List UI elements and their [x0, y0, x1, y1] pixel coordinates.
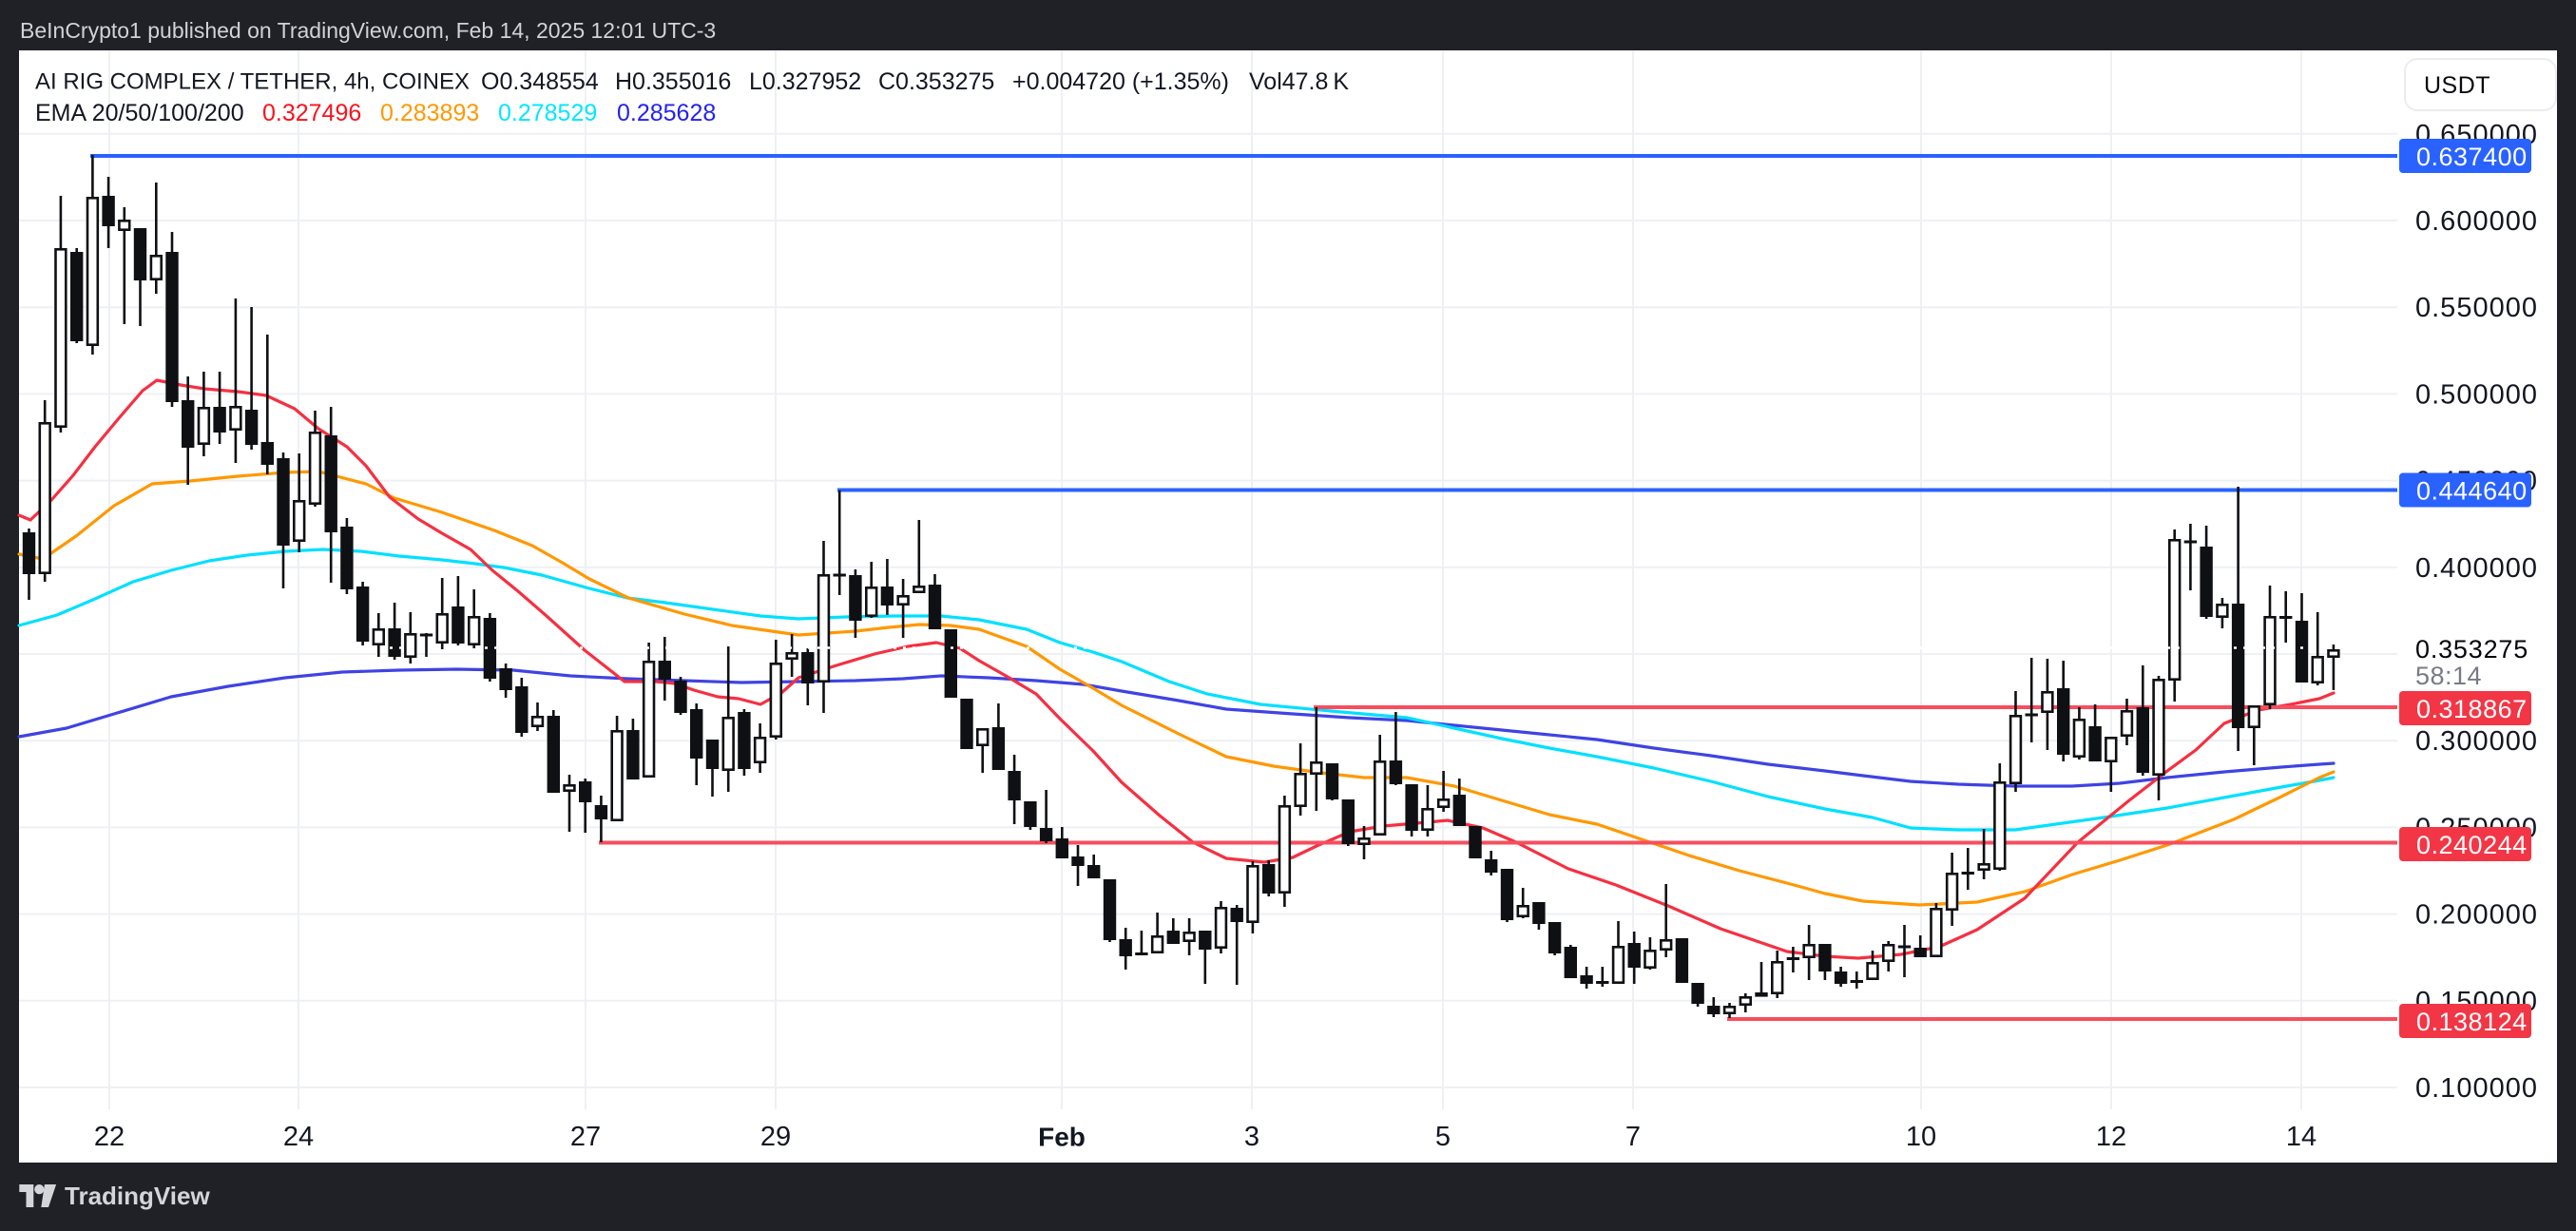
svg-text:0.327496: 0.327496 [262, 100, 361, 126]
svg-text:0.100000: 0.100000 [2415, 1073, 2538, 1104]
svg-text:29: 29 [760, 1122, 791, 1152]
svg-text:O0.348554: O0.348554 [481, 68, 599, 95]
svg-text:BeInCrypto1 published on Tradi: BeInCrypto1 published on TradingView.com… [20, 18, 716, 43]
svg-text:24: 24 [283, 1122, 314, 1152]
svg-text:H0.355016: H0.355016 [615, 68, 731, 95]
svg-text:12: 12 [2096, 1122, 2126, 1152]
svg-text:27: 27 [570, 1122, 601, 1152]
svg-text:22: 22 [94, 1122, 125, 1152]
svg-text:USDT: USDT [2424, 72, 2490, 99]
svg-text:0.600000: 0.600000 [2415, 206, 2538, 237]
svg-text:10: 10 [1906, 1122, 1936, 1152]
svg-text:Feb: Feb [1038, 1123, 1086, 1152]
svg-text:0.318867: 0.318867 [2416, 695, 2528, 723]
svg-text:0.637400: 0.637400 [2416, 143, 2528, 171]
svg-text:3: 3 [1244, 1122, 1259, 1152]
svg-text:0.300000: 0.300000 [2415, 726, 2538, 757]
svg-text:TradingView: TradingView [65, 1182, 210, 1210]
svg-text:58:14: 58:14 [2415, 662, 2482, 690]
svg-text:0.400000: 0.400000 [2415, 553, 2538, 584]
svg-text:Vol47.8 K: Vol47.8 K [1249, 68, 1349, 95]
svg-text:0.283893: 0.283893 [380, 100, 479, 126]
svg-text:0.500000: 0.500000 [2415, 379, 2538, 410]
svg-text:+0.004720 (+1.35%): +0.004720 (+1.35%) [1012, 68, 1229, 95]
svg-text:14: 14 [2286, 1122, 2316, 1152]
svg-text:0.285628: 0.285628 [617, 100, 716, 126]
svg-text:0.200000: 0.200000 [2415, 900, 2538, 931]
svg-text:0.138124: 0.138124 [2416, 1008, 2528, 1036]
svg-text:0.278529: 0.278529 [498, 100, 597, 126]
svg-text:7: 7 [1625, 1122, 1641, 1152]
svg-text:0.353275: 0.353275 [2415, 635, 2528, 664]
svg-text:EMA 20/50/100/200: EMA 20/50/100/200 [35, 100, 244, 126]
svg-text:L0.327952: L0.327952 [749, 68, 861, 95]
svg-text:0.550000: 0.550000 [2415, 293, 2538, 323]
svg-text:5: 5 [1435, 1122, 1451, 1152]
svg-text:AI RIG COMPLEX / TETHER, 4h, C: AI RIG COMPLEX / TETHER, 4h, COINEX [35, 69, 470, 95]
svg-text:0.444640: 0.444640 [2416, 477, 2528, 506]
svg-text:0.240244: 0.240244 [2416, 831, 2528, 859]
svg-text:C0.353275: C0.353275 [878, 68, 994, 95]
